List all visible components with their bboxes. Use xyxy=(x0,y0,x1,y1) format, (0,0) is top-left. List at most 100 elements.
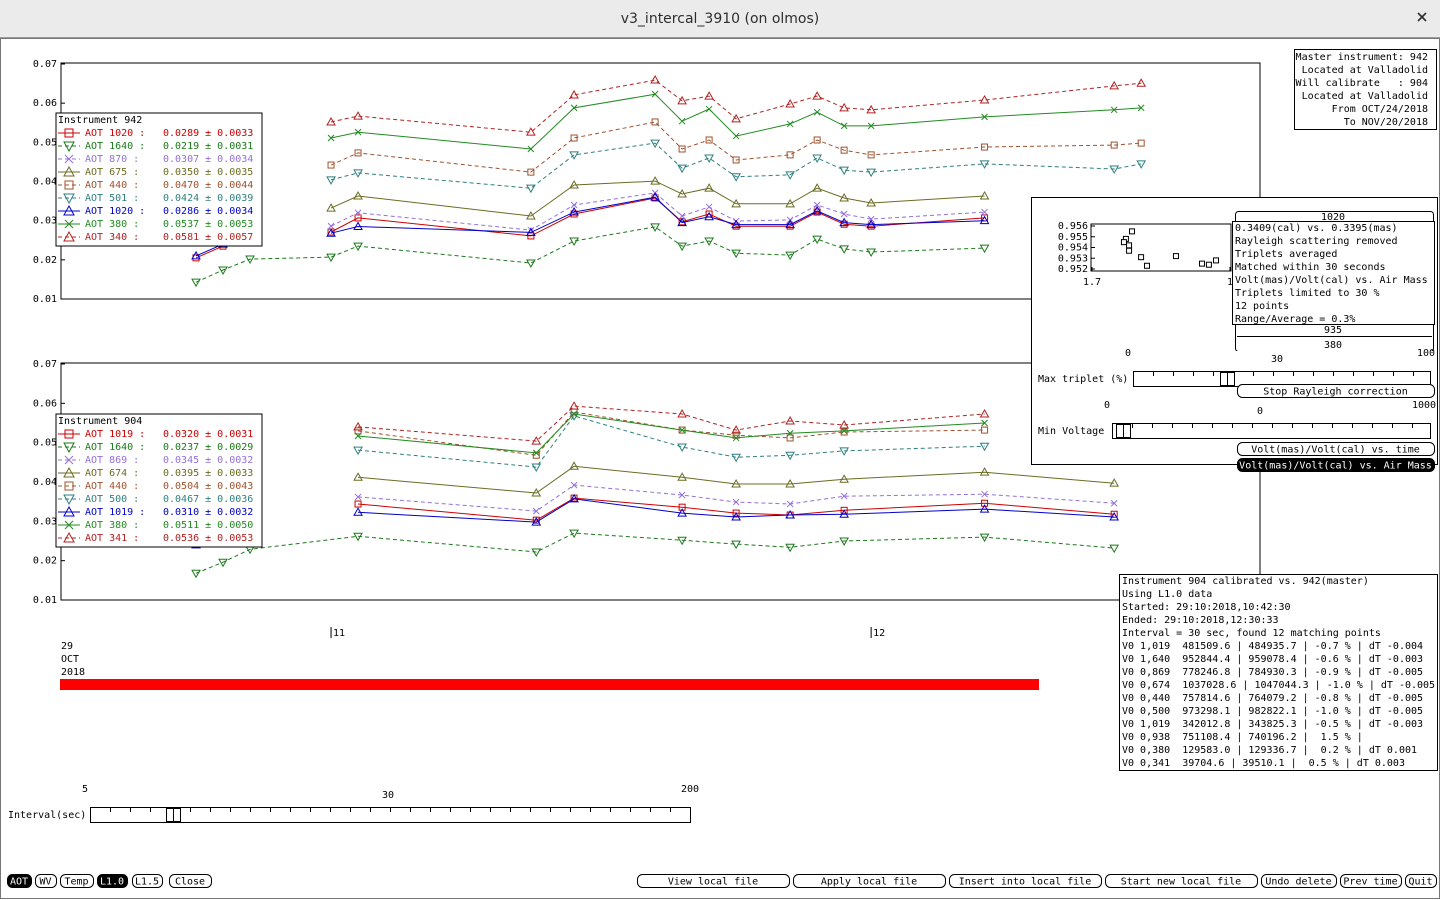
button[interactable]: AOT xyxy=(7,874,32,888)
button[interactable]: Apply local file xyxy=(793,874,946,888)
button[interactable]: Volt(mas)/Volt(cal) vs. time xyxy=(1237,442,1435,456)
button-label[interactable]: Volt(mas)/Volt(cal) vs. time xyxy=(1251,445,1420,456)
marker xyxy=(570,134,578,142)
button[interactable]: WV xyxy=(35,874,57,888)
series xyxy=(354,481,1118,515)
slider[interactable]: Min Voltage 0 0 1000 xyxy=(1038,400,1436,439)
button-frame[interactable] xyxy=(7,874,32,888)
legend-stat: 0.0467 ± 0.0036 xyxy=(163,494,253,505)
marker xyxy=(64,481,74,491)
button-frame[interactable] xyxy=(793,874,946,888)
button-label[interactable]: Volt(mas)/Volt(cal) vs. Air Mass xyxy=(1239,461,1432,472)
calibration-report: Instrument 904 calibrated vs. 942(master… xyxy=(1119,574,1438,771)
report-line: V0 1,640 952844.4 | 959078.4 | -0.6 % | … xyxy=(1122,654,1423,665)
marker xyxy=(812,154,822,164)
button[interactable]: Volt(mas)/Volt(cal) vs. Air Mass xyxy=(1237,458,1435,472)
marker xyxy=(786,429,794,437)
marker xyxy=(1120,239,1127,246)
button-frame[interactable] xyxy=(169,874,212,888)
button-label[interactable]: Undo delete xyxy=(1265,877,1331,888)
button-label[interactable]: Insert into local file xyxy=(959,877,1091,888)
slider-tick-label: 5 xyxy=(82,784,88,795)
marker xyxy=(979,442,990,452)
series-line xyxy=(330,79,1142,133)
marker xyxy=(354,214,362,222)
button-label[interactable]: Temp xyxy=(64,877,88,888)
button-frame[interactable] xyxy=(97,874,128,888)
button-label[interactable]: WV xyxy=(39,877,51,888)
button[interactable]: Stop Rayleigh correction xyxy=(1237,384,1435,398)
button[interactable]: Start new local file xyxy=(1105,874,1258,888)
marker xyxy=(677,189,687,198)
slider[interactable]: Max triplet (%) 0 30 100 xyxy=(1038,348,1435,387)
marker xyxy=(191,278,201,288)
marker xyxy=(1109,511,1120,521)
button[interactable]: L1.0 xyxy=(97,874,128,888)
x-tick-label: 1 xyxy=(1227,277,1233,288)
marker xyxy=(569,151,579,160)
button[interactable]: Prev time xyxy=(1340,874,1402,888)
marker xyxy=(839,102,849,112)
button-label[interactable]: AOT xyxy=(10,877,28,888)
legend-label: AOT 1640 : xyxy=(85,141,145,152)
button[interactable]: Quit xyxy=(1405,874,1437,888)
marker xyxy=(704,211,714,221)
button-frame[interactable] xyxy=(132,874,163,888)
list-item: 1020 xyxy=(1321,212,1345,223)
series-line xyxy=(357,484,1115,512)
marker xyxy=(840,210,848,218)
marker xyxy=(677,95,687,105)
button-frame[interactable] xyxy=(637,874,790,888)
button-frame[interactable] xyxy=(949,874,1102,888)
marker xyxy=(677,443,687,453)
marker xyxy=(677,508,687,517)
button[interactable]: Insert into local file xyxy=(949,874,1102,888)
button-label[interactable]: Stop Rayleigh correction xyxy=(1263,387,1408,398)
button[interactable]: Temp xyxy=(60,874,94,888)
button-label[interactable]: Apply local file xyxy=(821,877,917,888)
marker xyxy=(650,75,660,84)
series-line xyxy=(330,180,985,217)
button-frame[interactable] xyxy=(35,874,57,888)
y-tick-label: 0.04 xyxy=(33,177,57,188)
marker xyxy=(531,548,542,558)
button-label[interactable]: View local file xyxy=(668,877,758,888)
close-window[interactable] xyxy=(1417,12,1427,22)
button-label[interactable]: L1.0 xyxy=(100,877,124,888)
marker xyxy=(1136,160,1147,169)
legend-stat: 0.0289 ± 0.0033 xyxy=(163,128,253,139)
marker xyxy=(569,89,579,99)
button-frame[interactable] xyxy=(1340,874,1402,888)
button-frame[interactable] xyxy=(1261,874,1337,888)
button-label[interactable]: Start new local file xyxy=(1121,877,1241,888)
button-label[interactable]: Close xyxy=(175,877,205,888)
button-label[interactable]: L1.5 xyxy=(135,877,159,888)
button[interactable]: L1.5 xyxy=(132,874,163,888)
button-label[interactable]: Quit xyxy=(1408,877,1432,888)
button-frame[interactable] xyxy=(1237,384,1435,398)
slider[interactable]: Interval(sec) 5 30 200 xyxy=(8,784,699,823)
report-line: V0 0,500 973298.1 | 982822.1 | -1.0 % | … xyxy=(1122,706,1423,717)
marker xyxy=(813,136,821,144)
marker xyxy=(650,223,660,232)
slider-tick-label: 1000 xyxy=(1412,400,1436,411)
button-frame[interactable] xyxy=(1237,442,1435,456)
button-frame[interactable] xyxy=(1405,874,1437,888)
button-frame[interactable] xyxy=(1237,458,1435,472)
marker xyxy=(979,95,990,104)
button[interactable]: Undo delete xyxy=(1261,874,1337,888)
series xyxy=(353,461,1120,497)
marker xyxy=(678,212,686,220)
series xyxy=(326,176,990,220)
series-line xyxy=(357,498,1115,523)
button-label[interactable]: Prev time xyxy=(1343,877,1397,888)
button-frame[interactable] xyxy=(1105,874,1258,888)
button[interactable]: View local file xyxy=(637,874,790,888)
marker xyxy=(569,529,579,539)
master-info: Master instrument: 942 Located at Vallado… xyxy=(1294,49,1437,130)
button[interactable]: Close xyxy=(169,874,212,888)
legend-label: AOT 380 : xyxy=(85,520,139,531)
y-tick-label: 0.03 xyxy=(33,216,57,227)
button-frame[interactable] xyxy=(60,874,94,888)
marker xyxy=(63,165,75,177)
